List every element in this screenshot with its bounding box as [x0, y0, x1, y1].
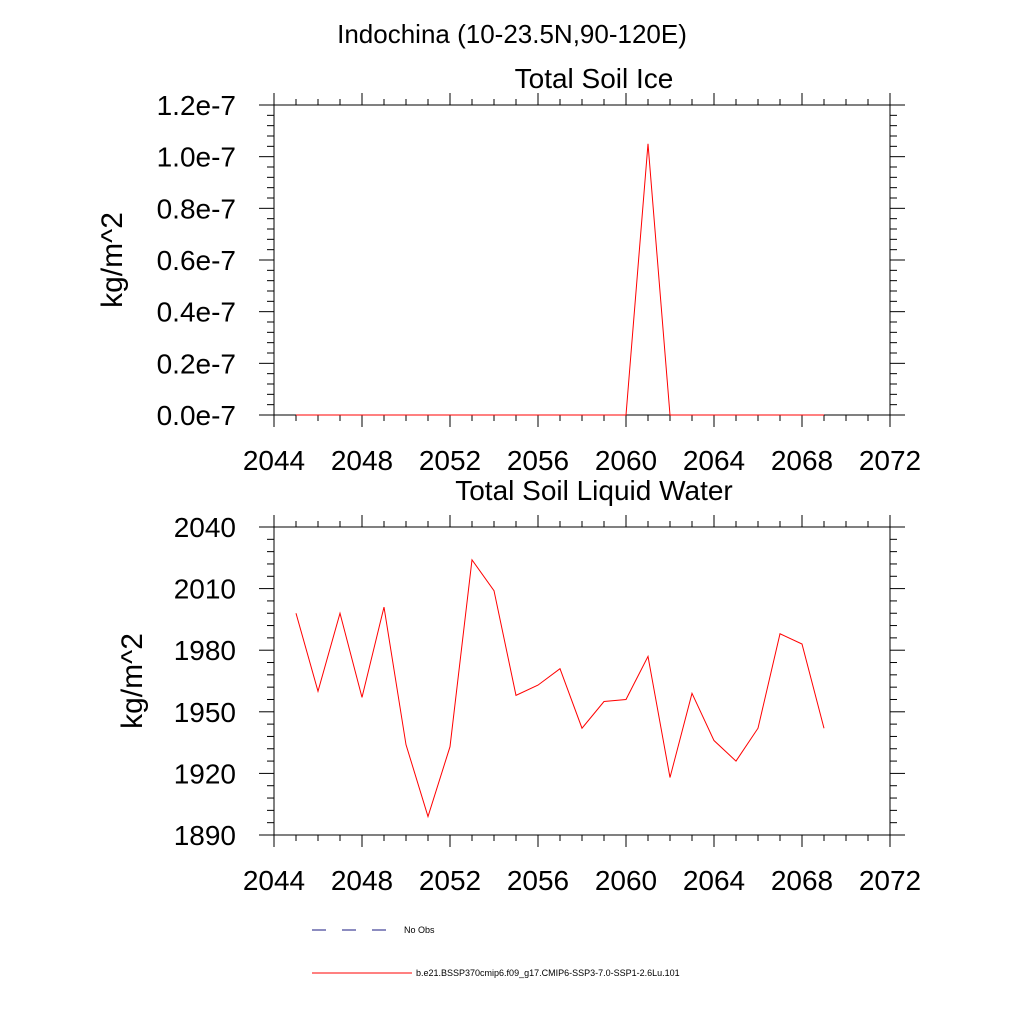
total-soil-ice-y-tick-label: 1.2e-7	[157, 90, 236, 121]
legend-label-no-obs: No Obs	[404, 925, 435, 935]
total-soil-liquid-water-x-tick-label: 2056	[507, 865, 569, 896]
total-soil-liquid-water-x-tick-label: 2048	[331, 865, 393, 896]
total-soil-liquid-water-y-tick-label: 1920	[174, 758, 236, 789]
total-soil-liquid-water-title: Total Soil Liquid Water	[455, 475, 733, 506]
panel-total-soil-ice: Total Soil Ice kg/m^2 2044 2048 2052 2056 2060…	[96, 63, 921, 476]
total-soil-ice-x-tick-label: 2056	[507, 445, 569, 476]
legend-label-model: b.e21.BSSP370cmip6.f09_g17.CMIP6-SSP3-7.…	[416, 968, 680, 978]
legend: No Obs b.e21.BSSP370cmip6.f09_g17.CMIP6-…	[312, 925, 680, 978]
total-soil-ice-y-tick-label: 0.2e-7	[157, 348, 236, 379]
total-soil-ice-plot-frame	[273, 104, 891, 416]
total-soil-liquid-water-x-tick-label: 2072	[859, 865, 921, 896]
total-soil-ice-title: Total Soil Ice	[515, 63, 674, 94]
total-soil-ice-y-tick-label: 0.6e-7	[157, 245, 236, 276]
total-soil-ice-series-line	[296, 143, 824, 416]
total-soil-ice-x-tick-label: 2064	[683, 445, 745, 476]
total-soil-liquid-water-x-tick-label: 2052	[419, 865, 481, 896]
total-soil-ice-y-tick-label: 0.0e-7	[157, 400, 236, 431]
total-soil-liquid-water-series-line	[295, 558, 825, 819]
total-soil-liquid-water-x-tick-label: 2044	[243, 865, 305, 896]
total-soil-ice-x-tick-label: 2044	[243, 445, 305, 476]
total-soil-liquid-water-y-axis-label: kg/m^2	[116, 633, 149, 729]
total-soil-liquid-water-y-tick-label: 2040	[174, 512, 236, 543]
total-soil-ice-y-tick-label: 0.4e-7	[157, 297, 236, 328]
total-soil-liquid-water-x-tick-label: 2060	[595, 865, 657, 896]
total-soil-ice-x-tick-label: 2072	[859, 445, 921, 476]
panel-total-soil-liquid-water: Total Soil Liquid Water kg/m^2 2044 2048 205…	[116, 475, 921, 896]
total-soil-liquid-water-y-tick-label: 2010	[174, 574, 236, 605]
figure-suptitle: Indochina (10-23.5N,90-120E)	[337, 19, 687, 49]
total-soil-ice-x-tick-label: 2052	[419, 445, 481, 476]
total-soil-ice-y-tick-label: 0.8e-7	[157, 193, 236, 224]
total-soil-liquid-water-y-tick-label: 1980	[174, 635, 236, 666]
total-soil-ice-y-axis-label: kg/m^2	[96, 212, 129, 308]
total-soil-ice-y-tick-label: 1.0e-7	[157, 142, 236, 173]
total-soil-liquid-water-y-tick-label: 1950	[174, 697, 236, 728]
total-soil-ice-x-tick-label: 2060	[595, 445, 657, 476]
total-soil-liquid-water-x-tick-label: 2064	[683, 865, 745, 896]
total-soil-ice-x-tick-label: 2068	[771, 445, 833, 476]
total-soil-liquid-water-y-tick-label: 1890	[174, 820, 236, 851]
total-soil-ice-x-tick-label: 2048	[331, 445, 393, 476]
total-soil-liquid-water-x-tick-label: 2068	[771, 865, 833, 896]
